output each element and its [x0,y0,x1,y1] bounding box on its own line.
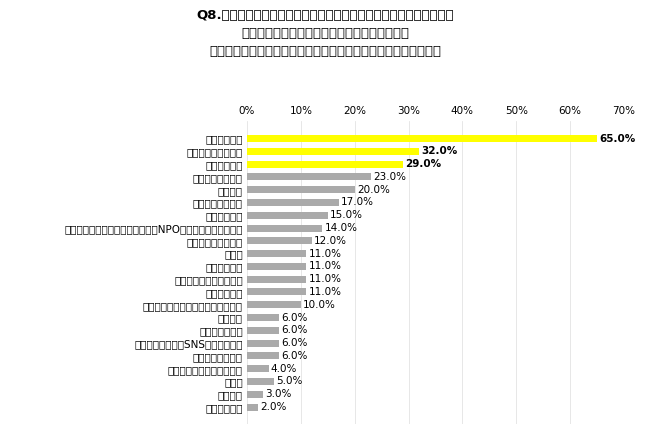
Bar [247,352,280,359]
Text: 4.0%: 4.0% [270,364,297,374]
Text: 12.0%: 12.0% [314,236,347,246]
Bar [247,173,371,181]
Text: 11.0%: 11.0% [308,249,341,259]
Bar [247,339,280,347]
Bar [247,161,403,168]
Bar [247,391,263,398]
Bar [247,225,322,232]
Bar [247,186,355,193]
Text: 29.0%: 29.0% [406,159,441,169]
Bar [247,148,419,155]
Text: 65.0%: 65.0% [599,133,636,143]
Text: 6.0%: 6.0% [281,338,308,348]
Bar [247,404,258,410]
Text: 10.0%: 10.0% [303,300,336,310]
Text: 20.0%: 20.0% [357,185,390,195]
Text: 6.0%: 6.0% [281,325,308,335]
Text: 3.0%: 3.0% [265,389,292,399]
Text: 6.0%: 6.0% [281,351,308,361]
Bar [247,212,328,219]
Text: 14.0%: 14.0% [324,223,358,233]
Bar [247,276,306,283]
Text: 5.0%: 5.0% [276,376,302,387]
Text: 15.0%: 15.0% [330,210,363,220]
Bar [247,378,274,385]
Text: 11.0%: 11.0% [308,287,341,297]
Text: 23.0%: 23.0% [373,172,406,182]
Text: 11.0%: 11.0% [308,262,341,271]
Bar [247,199,339,206]
Text: 32.0%: 32.0% [421,146,458,156]
Bar [247,250,306,257]
Text: Q8.現在の保育園を選ぶ上で、決め手となった項目を教えて下さい。
保育園に通っているお子様が複数いる場合は、
直近に入園されたお子様についてお答えください。（複: Q8.現在の保育園を選ぶ上で、決め手となった項目を教えて下さい。 保育園に通って… [196,9,454,58]
Text: 11.0%: 11.0% [308,274,341,284]
Bar [247,135,597,142]
Bar [247,237,311,244]
Bar [247,301,301,308]
Bar [247,365,268,372]
Bar [247,263,306,270]
Bar [247,314,280,321]
Bar [247,327,280,334]
Text: 2.0%: 2.0% [260,402,286,412]
Bar [247,288,306,295]
Text: 6.0%: 6.0% [281,313,308,323]
Text: 17.0%: 17.0% [341,197,374,207]
